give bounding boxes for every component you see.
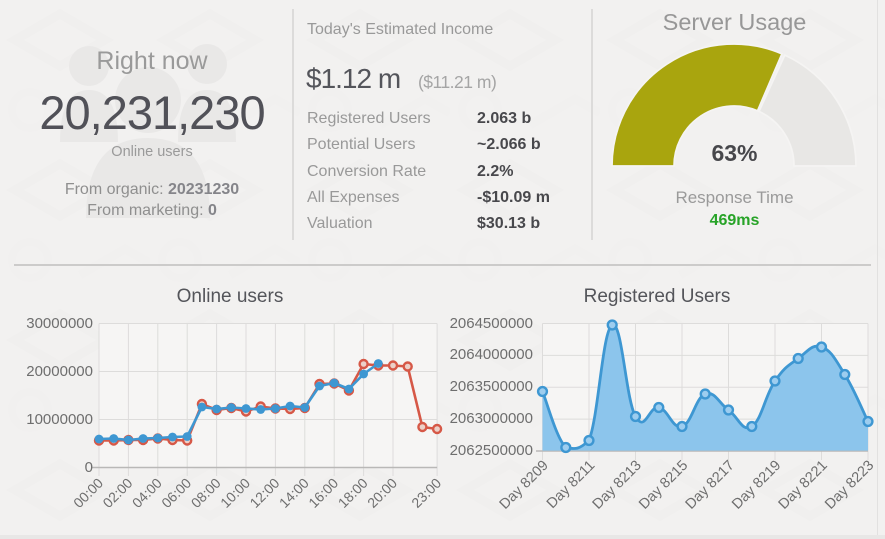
svg-text:04:00: 04:00 — [129, 475, 165, 511]
svg-text:2064000000: 2064000000 — [450, 346, 533, 363]
svg-text:2063500000: 2063500000 — [450, 378, 533, 395]
svg-text:0: 0 — [85, 459, 93, 476]
svg-text:08:00: 08:00 — [188, 475, 224, 511]
svg-text:2064500000: 2064500000 — [450, 315, 533, 332]
svg-text:00:00: 00:00 — [70, 475, 106, 511]
svg-text:Day 8221: Day 8221 — [776, 458, 831, 513]
svg-text:Day 8217: Day 8217 — [683, 458, 738, 513]
svg-text:Day 8219: Day 8219 — [729, 458, 784, 513]
svg-text:Day 8211: Day 8211 — [544, 458, 598, 512]
svg-text:12:00: 12:00 — [246, 475, 282, 511]
svg-text:2062500000: 2062500000 — [450, 442, 533, 459]
svg-text:20:00: 20:00 — [364, 475, 400, 511]
svg-text:Day 8223: Day 8223 — [822, 458, 877, 513]
svg-text:02:00: 02:00 — [99, 475, 135, 511]
svg-text:Day 8215: Day 8215 — [636, 458, 691, 513]
svg-text:10:00: 10:00 — [217, 475, 253, 511]
svg-text:Day 8209: Day 8209 — [497, 458, 552, 513]
svg-text:Day 8213: Day 8213 — [590, 458, 645, 513]
svg-text:18:00: 18:00 — [335, 475, 371, 511]
svg-text:06:00: 06:00 — [158, 475, 194, 511]
svg-text:30000000: 30000000 — [26, 315, 93, 332]
svg-text:23:00: 23:00 — [408, 475, 444, 511]
svg-text:16:00: 16:00 — [305, 475, 341, 511]
svg-text:10000000: 10000000 — [26, 411, 93, 428]
svg-text:2063000000: 2063000000 — [450, 410, 533, 427]
svg-text:14:00: 14:00 — [276, 475, 312, 511]
svg-text:20000000: 20000000 — [26, 363, 93, 380]
